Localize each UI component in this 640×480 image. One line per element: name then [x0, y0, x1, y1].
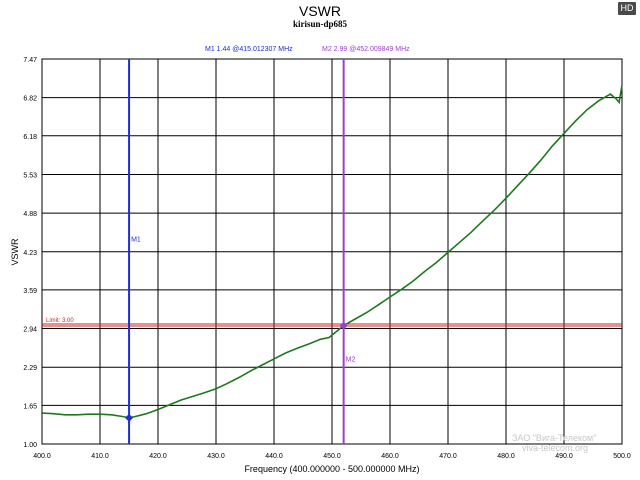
- y-tick-label: 2.94: [23, 327, 37, 334]
- x-tick-label: 450.0: [323, 453, 341, 460]
- marker-readout-m1: M1 1.44 @415.012307 MHz: [205, 46, 293, 53]
- y-tick-label: 4.23: [23, 250, 37, 257]
- y-tick-label: 2.29: [23, 365, 37, 372]
- x-tick-label: 500.0: [613, 453, 631, 460]
- marker-point-m1[interactable]: [125, 413, 134, 422]
- y-tick-label: 4.88: [23, 211, 37, 218]
- x-tick-label: 480.0: [497, 453, 515, 460]
- hd-badge[interactable]: HD: [618, 2, 636, 15]
- watermark-text: ЗАО "Вига-Телеком" viva-telecom.org: [512, 433, 622, 453]
- marker-point-m2[interactable]: [339, 321, 348, 330]
- y-tick-label: 1.00: [23, 442, 37, 449]
- x-tick-label: 410.0: [91, 453, 109, 460]
- x-tick-label: 460.0: [381, 453, 399, 460]
- y-tick-label: 3.59: [23, 288, 37, 295]
- limit-label: Limit: 3.00: [46, 318, 74, 324]
- series-line: [41, 85, 623, 419]
- y-tick-label: 5.53: [23, 172, 37, 179]
- x-axis-label: Frequency (400.000000 - 500.000000 MHz): [244, 464, 419, 474]
- y-tick-label: 7.47: [23, 57, 37, 64]
- y-tick-label: 6.18: [23, 134, 37, 141]
- x-tick-label: 430.0: [207, 453, 225, 460]
- chart-subtitle: kirisun-dp685: [293, 19, 348, 29]
- y-tick-label: 6.82: [23, 96, 37, 103]
- x-tick-label: 470.0: [439, 453, 457, 460]
- x-tick-label: 440.0: [265, 453, 283, 460]
- watermark-site: viva-telecom.org: [522, 443, 589, 453]
- x-tick-label: 490.0: [555, 453, 573, 460]
- chart-title: VSWR: [299, 3, 341, 19]
- watermark-company: ЗАО "Вига-Телеком": [512, 433, 597, 443]
- x-tick-label: 400.0: [33, 453, 51, 460]
- marker-label-m2: M2: [346, 357, 356, 364]
- y-axis-label: VSWR: [10, 238, 20, 266]
- x-tick-label: 420.0: [149, 453, 167, 460]
- marker-label-m1: M1: [131, 237, 141, 244]
- marker-readout-m2: M2 2.99 @452.009849 MHz: [322, 46, 410, 53]
- y-tick-label: 1.65: [23, 403, 37, 410]
